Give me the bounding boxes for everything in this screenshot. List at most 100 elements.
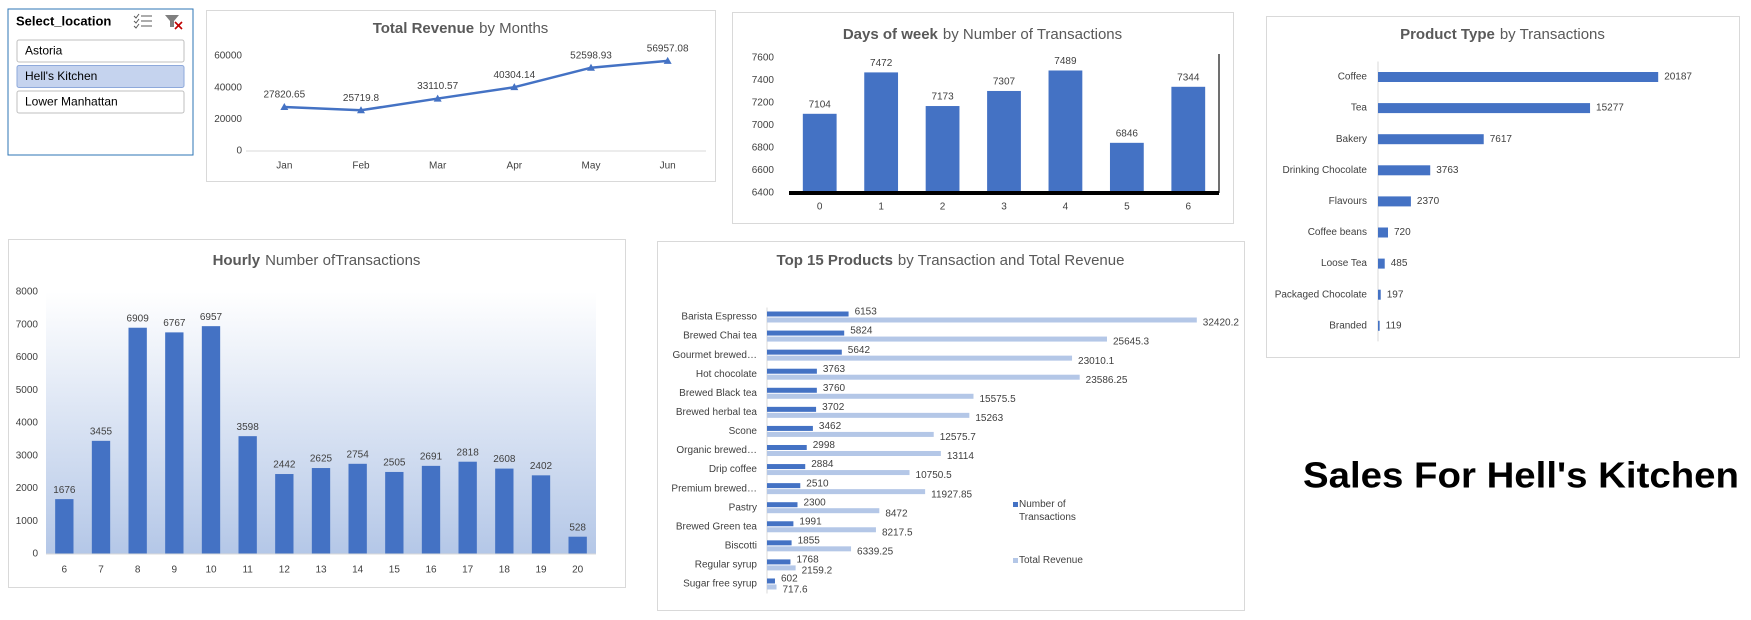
bar [802,113,837,193]
data-label: 2159.2 [802,566,833,577]
data-label: 197 [1387,289,1404,300]
data-label: 13114 [947,451,975,462]
data-label: 1991 [799,516,822,527]
x-tick-label: 1 [878,202,884,213]
bar [767,431,934,437]
legend-entry: Total Revenue [1019,555,1083,566]
data-label: 2625 [310,454,333,465]
y-tick-label: 6800 [752,143,775,154]
x-tick-label: 16 [425,565,437,576]
chart-title: Top 15 Products by Transaction and Total … [777,252,1125,269]
x-tick-label: 12 [279,565,291,576]
slicer-item[interactable]: Hell's Kitchen [25,69,97,83]
y-tick-label: 7000 [752,120,775,131]
data-label: 23586.25 [1086,375,1128,386]
y-tick-label: Branded [1329,320,1367,331]
y-tick-label: 7000 [16,319,39,330]
data-label: 6153 [855,307,878,318]
data-label: 6767 [163,318,186,329]
y-tick-label: Drinking Chocolate [1283,165,1368,176]
x-tick-label: 19 [535,565,547,576]
bar [767,317,1197,323]
y-tick-label: Pastry [729,502,757,513]
y-tick-label: 3000 [16,450,39,461]
y-tick-label: 6600 [752,165,775,176]
bar [767,489,926,495]
y-tick-label: 4000 [16,418,39,429]
chart-title: Hourly Number ofTransactions [213,252,421,269]
bar [767,578,775,584]
data-label: 32420.2 [1203,318,1240,329]
data-label: 23010.1 [1078,356,1115,367]
bar [495,468,514,554]
slicer: Select_location Astoria Hell's Kitchen Low… [7,8,194,156]
bar [1378,227,1388,238]
y-tick-label: Scone [729,426,758,437]
data-label: 7344 [1177,72,1200,83]
y-tick-label: 8000 [16,287,39,298]
bar [767,406,817,412]
slicer-item[interactable]: Lower Manhattan [25,95,118,109]
bar [767,565,796,571]
slicer-item[interactable]: Astoria [25,44,63,58]
x-tick-label: 6 [62,565,68,576]
data-label: 2442 [273,460,296,471]
bar [1378,134,1484,145]
data-label: 10750.5 [916,470,953,481]
data-label: 40304.14 [493,70,535,81]
x-tick-label: 10 [205,565,217,576]
slicer-item-box[interactable] [16,39,185,63]
data-label: 3702 [822,402,845,413]
marker [433,94,442,102]
data-label: 20187 [1664,72,1692,83]
bar [767,464,806,470]
data-label: 2818 [457,447,480,458]
slicer-item-box[interactable] [16,65,185,88]
chart-title-rest: by Number of Transactions [943,26,1122,43]
x-tick-label: 9 [172,565,178,576]
marker [357,106,365,114]
data-label: 15263 [975,413,1003,424]
x-tick-label: 4 [1063,202,1069,213]
chart-title: Product Type by Transactions [1400,26,1605,43]
x-tick-label: 14 [352,565,364,576]
y-tick-label: Loose Tea [1321,258,1367,269]
data-label: 3763 [823,364,846,375]
bar [767,374,1080,380]
bar [458,461,477,554]
y-tick-label: 0 [236,146,242,157]
chart-frame [1266,16,1740,358]
data-label: 12575.7 [940,432,977,443]
data-label: 27820.65 [263,90,305,101]
bar [1378,165,1431,176]
chart-frame [657,241,1245,611]
bar [767,336,1107,342]
marker [663,56,672,64]
slicer-header: Select_location [16,13,111,28]
data-label: 7307 [993,77,1016,88]
bar [987,90,1021,193]
x-tick-label: Apr [507,161,523,172]
y-tick-label: 2000 [16,483,39,494]
data-label: 602 [781,574,798,585]
slicer-item-box[interactable] [16,90,185,114]
bar [767,368,817,374]
bar [767,444,807,450]
chart-title: Days of week by Number of Transactions [843,26,1122,43]
bar [531,475,551,554]
chart-title-rest: by Months [479,20,548,37]
data-label: 11927.85 [931,489,972,500]
x-tick-label: Mar [429,161,447,172]
x-tick-label: May [582,161,601,172]
x-tick-label: 13 [315,565,327,576]
data-label: 2998 [813,440,836,451]
bar [311,468,331,554]
multi-select-icon[interactable] [133,13,152,29]
x-tick-label: 0 [817,202,823,213]
y-tick-label: Flavours [1329,196,1367,207]
clear-filter-icon[interactable] [165,15,183,30]
line [284,59,668,112]
bar [767,425,813,431]
data-label: 6339.25 [857,546,894,557]
